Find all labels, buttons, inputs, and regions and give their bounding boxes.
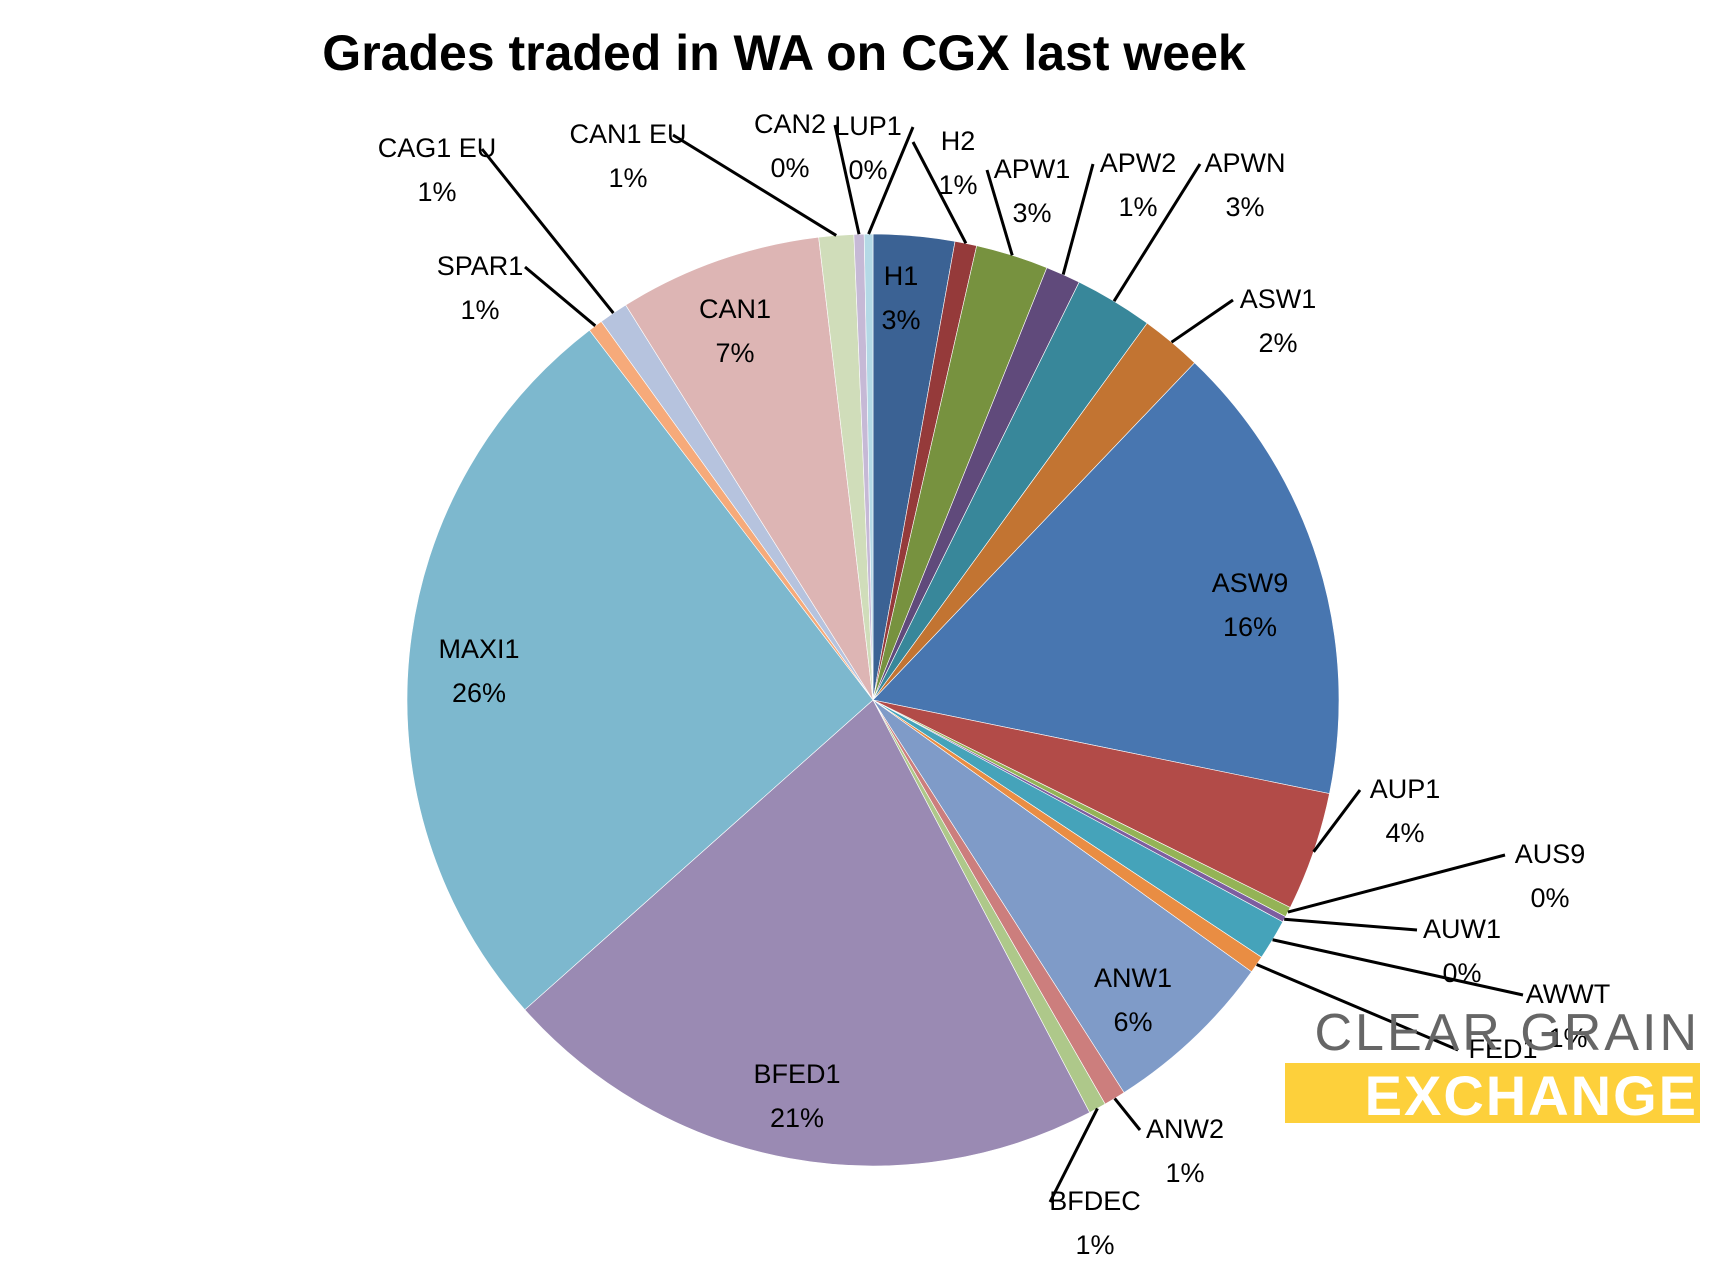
logo-yellow-band xyxy=(1285,1063,1700,1123)
data-label: APW2 1% xyxy=(1100,148,1177,222)
leader-lines xyxy=(480,124,1524,1203)
data-label: APW1 3% xyxy=(994,154,1071,228)
data-label: AUW1 0% xyxy=(1423,914,1501,988)
leader-line xyxy=(833,124,861,235)
leader-line xyxy=(1256,963,1459,1052)
data-label: BFED1 21% xyxy=(753,1059,840,1133)
data-label: SPAR1 1% xyxy=(437,251,524,325)
leader-line xyxy=(985,169,1014,256)
data-label: AUP1 4% xyxy=(1370,774,1441,848)
pie-slices xyxy=(406,233,1340,1167)
leader-line xyxy=(1287,853,1506,914)
leader-line xyxy=(1272,938,1524,997)
leader-line xyxy=(1312,789,1362,853)
data-label: AUS9 0% xyxy=(1515,839,1586,913)
pie-slice-bfed1 xyxy=(524,699,1091,1167)
leader-line xyxy=(911,141,968,245)
data-labels: H1 3% H2 1% APW1 3% APW2 1% APWN 3% ASW1 2% ASW9 16% A… xyxy=(378,109,1611,1260)
data-label: ASW1 2% xyxy=(1240,284,1317,358)
data-label: H2 1% xyxy=(938,126,977,200)
data-label: BFDEC 1% xyxy=(1049,1186,1141,1260)
pie-slice-maxi1 xyxy=(406,329,874,1011)
leader-line xyxy=(1112,163,1202,302)
leader-line xyxy=(1048,1107,1099,1203)
data-label: CAN2 0% xyxy=(754,109,826,183)
data-label: ANW1 6% xyxy=(1094,963,1172,1037)
leader-line xyxy=(1061,163,1095,275)
pie-slice-lup1 xyxy=(863,233,874,701)
leader-line xyxy=(524,265,597,327)
data-label: MAXI1 26% xyxy=(438,634,519,708)
data-label: APWN 3% xyxy=(1205,148,1286,222)
data-label: CAN1 7% xyxy=(699,294,771,368)
logo-line1: CLEAR GRAIN xyxy=(1314,1004,1700,1062)
data-label: CAG1 EU 1% xyxy=(378,133,497,207)
leader-line xyxy=(1170,298,1234,344)
pie-slice-can1 xyxy=(625,236,874,701)
leader-line xyxy=(672,133,838,237)
pie-slice-anw1 xyxy=(872,699,1252,1094)
logo-line2: EXCHANGE xyxy=(1365,1064,1698,1127)
data-label: H1 3% xyxy=(881,261,920,335)
leader-line xyxy=(480,148,615,314)
clear-grain-exchange-logo: CLEAR GRAIN EXCHANGE xyxy=(1285,1004,1700,1127)
data-label: ANW2 1% xyxy=(1146,1114,1224,1188)
leader-line xyxy=(867,126,915,235)
data-label: AWWT 1% xyxy=(1526,979,1610,1053)
data-label: ASW9 16% xyxy=(1212,568,1289,642)
data-label: LUP1 0% xyxy=(834,111,902,185)
leader-line xyxy=(1113,1097,1142,1131)
data-label: CAN1 EU 1% xyxy=(569,119,686,193)
chart-title: Grades traded in WA on CGX last week xyxy=(322,25,1246,81)
leader-line xyxy=(1284,917,1418,932)
pie-slice-asw9 xyxy=(872,362,1340,794)
